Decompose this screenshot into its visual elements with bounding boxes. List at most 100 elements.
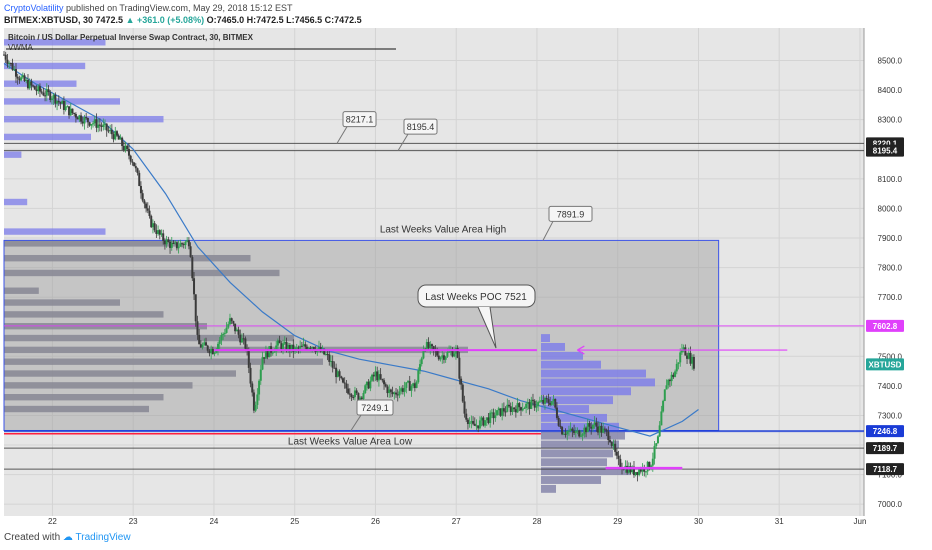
candle-body [44, 95, 47, 97]
candle-body [492, 412, 495, 419]
footer: Created with ☁ TradingView [4, 532, 131, 543]
candle-body [352, 396, 355, 398]
candle-body [122, 145, 125, 151]
volume-profile-bar [540, 440, 619, 449]
candle-body [52, 94, 55, 99]
candle-body [80, 115, 83, 122]
candle-body [191, 257, 194, 279]
candle-body [463, 401, 466, 414]
tradingview-brand[interactable]: TradingView [75, 532, 131, 543]
candle-body [235, 329, 238, 332]
volume-profile-bar [540, 467, 631, 476]
time-axis[interactable]: 22 23 24 25 26 27 28 29 30 31 Jun [48, 517, 866, 526]
candle-body [417, 370, 420, 383]
candle-body [45, 89, 48, 96]
candle-body [603, 428, 606, 430]
candle-body [210, 349, 213, 354]
candle-body [218, 340, 221, 344]
candle-body [158, 230, 161, 235]
candle-body [579, 435, 582, 437]
candle-body [73, 113, 76, 115]
candle-body [300, 345, 303, 347]
candle-body [78, 115, 81, 120]
volume-profile-bar [4, 370, 236, 377]
candle-body [542, 400, 545, 404]
candle-body [607, 431, 610, 441]
candle-body [252, 392, 255, 411]
candle-body [237, 329, 240, 335]
candle-body [222, 333, 225, 335]
candle-body [574, 430, 577, 433]
candle-body [521, 408, 524, 411]
price-tick-label: 7300.0 [878, 411, 903, 420]
candle-body [480, 417, 483, 421]
price-tag-label: 7189.7 [873, 444, 898, 453]
candle-body [677, 362, 680, 364]
candle-body [93, 119, 96, 124]
candle-body [62, 100, 65, 110]
candle-body [350, 394, 353, 397]
candle-body [494, 415, 497, 419]
candle-body [306, 346, 309, 350]
candle-body [18, 78, 21, 81]
candle-body [662, 400, 665, 412]
change-arrow-icon: ▲ [125, 15, 135, 25]
candle-body [407, 381, 410, 383]
candle-body [304, 344, 307, 347]
candle-body [562, 433, 565, 435]
candle-body [9, 63, 12, 65]
candle-body [95, 119, 98, 128]
candle-body [600, 425, 603, 433]
candle-body [686, 355, 689, 359]
candle-body [206, 345, 209, 351]
candle-body [395, 392, 398, 395]
candle-body [23, 75, 26, 82]
candle-body [605, 429, 608, 432]
price-axis[interactable]: 7000.07100.07200.07300.07400.07500.07600… [866, 57, 904, 510]
candle-body [312, 347, 315, 350]
callouts: 8217.1 8195.4 7891.9 7249.1 [336, 111, 593, 431]
candle-body [196, 321, 199, 335]
candle-body [177, 246, 180, 249]
publish-line: CryptoVolatility published on TradingVie… [4, 3, 293, 13]
price-chart[interactable]: 8217.1 8195.4 7891.9 7249.1 Last Weeks Valu… [0, 28, 932, 526]
candle-body [145, 203, 148, 209]
time-tick-label: 27 [452, 517, 461, 526]
price-tick-label: 7400.0 [878, 382, 903, 391]
candle-body [598, 425, 601, 433]
candle-body [675, 363, 678, 372]
candle-body [302, 344, 305, 346]
price-tick-label: 7800.0 [878, 264, 903, 273]
candle-body [307, 347, 310, 350]
candle-body [497, 408, 500, 411]
candle-body [593, 422, 596, 425]
candle-body [193, 278, 196, 295]
candle-body [259, 369, 262, 381]
author-link[interactable]: CryptoVolatility [4, 3, 64, 13]
candle-body [432, 346, 435, 350]
candle-body [591, 424, 594, 429]
candle-body [216, 343, 219, 351]
candle-body [81, 121, 84, 124]
candle-body [100, 125, 103, 127]
candle-body [602, 428, 605, 433]
candle-body [86, 118, 89, 123]
volume-profile-bar [540, 396, 613, 405]
volume-profile-bar [540, 449, 613, 458]
candle-body [674, 371, 677, 377]
candle-body [283, 342, 286, 344]
candle-body [187, 240, 190, 247]
price-tag [866, 463, 904, 476]
candle-body [264, 350, 267, 359]
candle-body [372, 374, 375, 377]
candle-body [157, 230, 160, 234]
candle-body [69, 108, 72, 116]
candle-body [547, 399, 550, 403]
candle-body [139, 185, 142, 194]
candle-body [276, 340, 279, 346]
candle-body [365, 381, 368, 386]
candle-body [444, 356, 447, 360]
candle-body [376, 371, 379, 381]
volume-profile-bar [540, 369, 646, 378]
candle-body [412, 383, 415, 387]
